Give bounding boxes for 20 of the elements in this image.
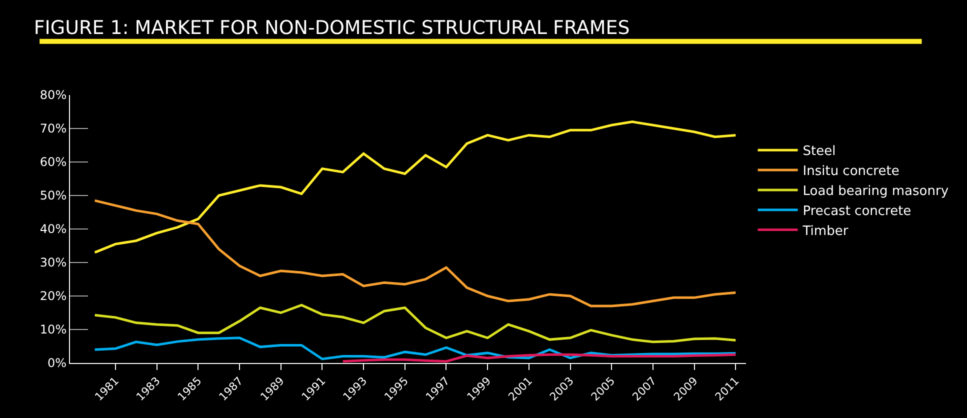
legend-label: Load bearing masonry [802,184,949,200]
y-tick-label: 10% [40,322,67,337]
line-series [342,353,737,363]
y-tick-label: 50% [40,188,67,203]
chart-title: FIGURE 1: MARKET FOR NON-DOMESTIC STRUCTURAL FRAMES [34,17,630,40]
line-series [94,336,737,360]
y-tick-label: 0% [48,356,67,370]
legend-label: Timber [802,224,849,239]
y-tick-label: 80% [40,88,67,102]
line-series [94,199,737,308]
legend-label: Steel [802,144,836,160]
y-tick-label: 30% [40,256,67,270]
y-tick-label: 40% [40,222,67,236]
line-series [94,120,737,254]
y-tick-label: 60% [40,155,67,170]
y-tick-label: 20% [40,289,67,304]
y-tick-label: 70% [40,122,67,136]
line-series [94,304,737,344]
legend-label: Insitu concrete [802,164,900,180]
legend-label: Precast concrete [802,204,912,219]
